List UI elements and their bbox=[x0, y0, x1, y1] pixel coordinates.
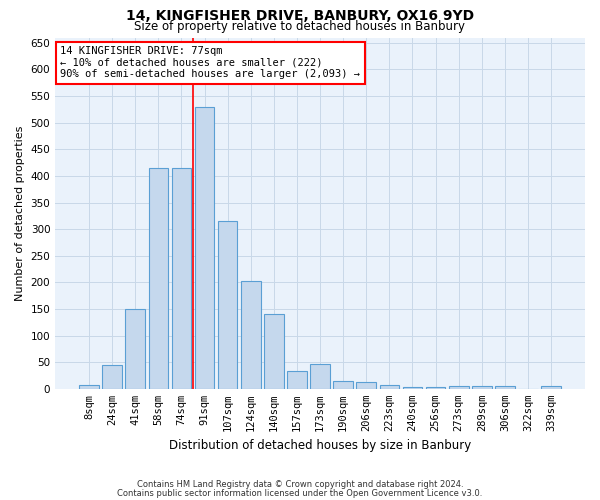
Bar bbox=[195, 106, 214, 389]
Text: 14, KINGFISHER DRIVE, BANBURY, OX16 9YD: 14, KINGFISHER DRIVE, BANBURY, OX16 9YD bbox=[126, 9, 474, 23]
Bar bbox=[356, 382, 376, 389]
Bar bbox=[149, 168, 168, 389]
Bar bbox=[264, 314, 284, 389]
Text: Contains public sector information licensed under the Open Government Licence v3: Contains public sector information licen… bbox=[118, 488, 482, 498]
Text: 14 KINGFISHER DRIVE: 77sqm
← 10% of detached houses are smaller (222)
90% of sem: 14 KINGFISHER DRIVE: 77sqm ← 10% of deta… bbox=[61, 46, 361, 80]
Bar bbox=[287, 371, 307, 389]
Bar bbox=[380, 384, 399, 389]
Y-axis label: Number of detached properties: Number of detached properties bbox=[15, 126, 25, 301]
Bar bbox=[449, 386, 469, 389]
Bar bbox=[426, 387, 445, 389]
X-axis label: Distribution of detached houses by size in Banbury: Distribution of detached houses by size … bbox=[169, 440, 471, 452]
Bar bbox=[334, 382, 353, 389]
Bar bbox=[218, 221, 238, 389]
Bar bbox=[103, 366, 122, 389]
Bar bbox=[495, 386, 515, 389]
Bar bbox=[310, 364, 330, 389]
Bar bbox=[241, 282, 260, 389]
Bar bbox=[472, 386, 491, 389]
Bar bbox=[403, 386, 422, 389]
Bar bbox=[541, 386, 561, 389]
Bar bbox=[125, 309, 145, 389]
Text: Contains HM Land Registry data © Crown copyright and database right 2024.: Contains HM Land Registry data © Crown c… bbox=[137, 480, 463, 489]
Bar bbox=[172, 168, 191, 389]
Text: Size of property relative to detached houses in Banbury: Size of property relative to detached ho… bbox=[134, 20, 466, 33]
Bar bbox=[79, 385, 99, 389]
